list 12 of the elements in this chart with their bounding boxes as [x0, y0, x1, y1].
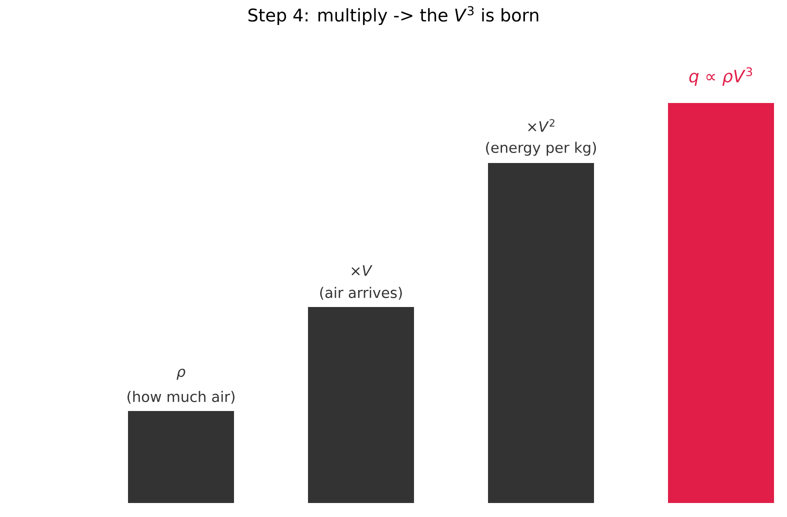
- bar: [668, 102, 774, 503]
- chart-title: Step 4: multiply -> the V$^{3}$ is born: [248, 6, 538, 26]
- bar: [308, 307, 414, 503]
- annotation: (how much air): [128, 390, 234, 404]
- annotation: ρ: [176, 368, 186, 380]
- bar: [128, 411, 234, 503]
- annotation: q ∝ ρV$^{3}$: [689, 67, 752, 86]
- bar: [488, 162, 594, 503]
- annotation: (energy per kg): [486, 142, 596, 156]
- annotation: (air arrives): [320, 286, 402, 300]
- annotation: ×V: [352, 265, 372, 276]
- annotation: ×V$^{2}$: [528, 119, 554, 132]
